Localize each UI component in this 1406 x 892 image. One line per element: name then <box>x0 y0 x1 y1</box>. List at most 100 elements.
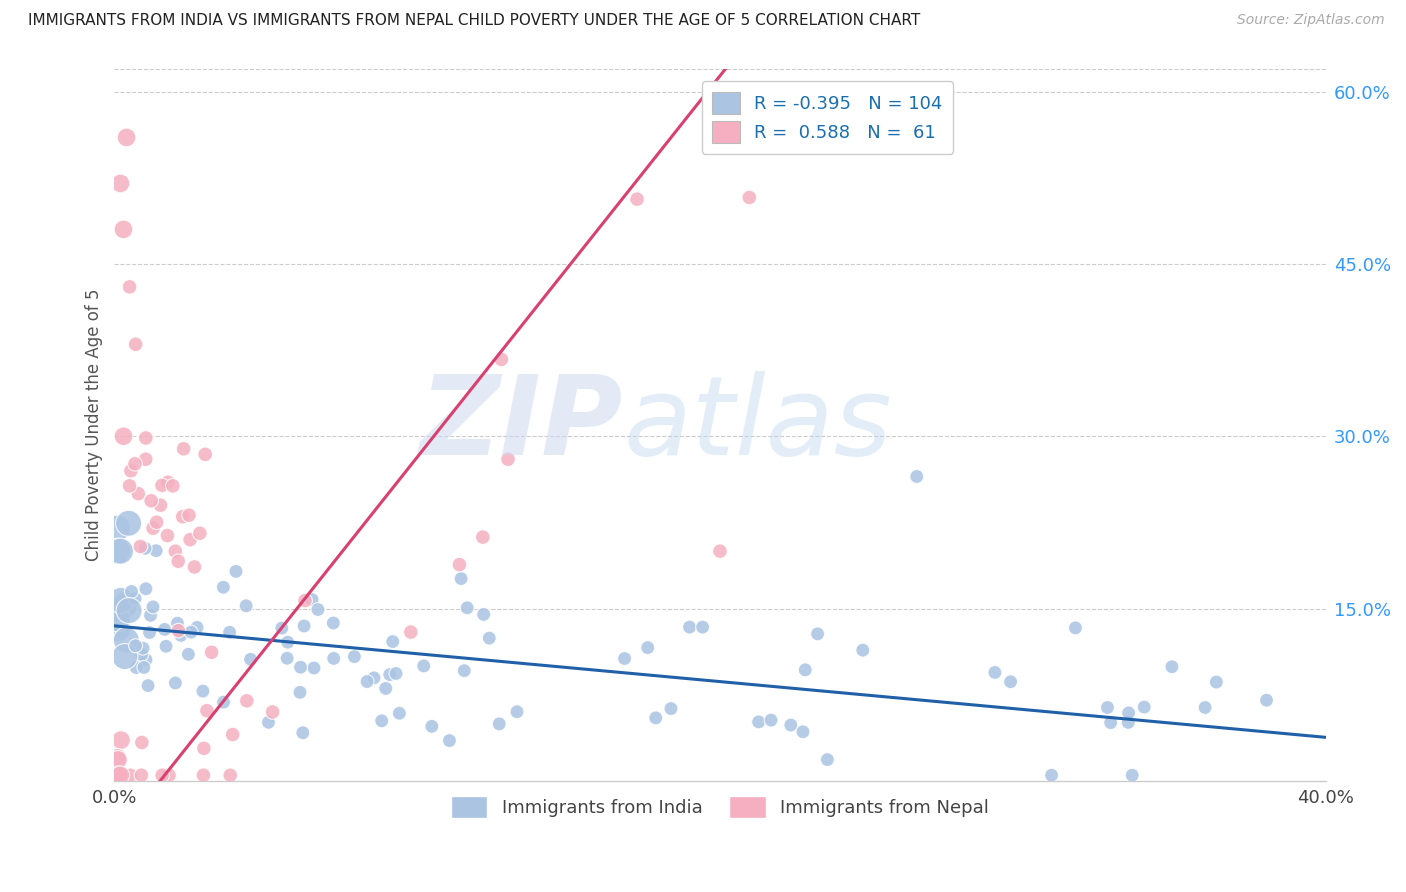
Point <box>225 565 247 579</box>
Point <box>145 515 167 529</box>
Point <box>115 130 138 145</box>
Point <box>108 768 131 782</box>
Point <box>644 711 666 725</box>
Point <box>177 648 200 662</box>
Point <box>449 558 471 572</box>
Point <box>496 452 519 467</box>
Point <box>107 521 129 535</box>
Text: Source: ZipAtlas.com: Source: ZipAtlas.com <box>1237 13 1385 28</box>
Point <box>288 685 311 699</box>
Point <box>139 608 162 623</box>
Point <box>807 627 830 641</box>
Point <box>193 768 215 782</box>
Point <box>107 612 129 626</box>
Point <box>141 493 163 508</box>
Point <box>125 660 148 674</box>
Point <box>1099 715 1122 730</box>
Point <box>112 222 135 236</box>
Point <box>186 620 208 634</box>
Point <box>779 718 801 732</box>
Point <box>478 631 501 645</box>
Point <box>173 442 195 456</box>
Point <box>439 733 461 747</box>
Point <box>1161 659 1184 673</box>
Point <box>107 622 129 636</box>
Point <box>420 719 443 733</box>
Point <box>124 591 146 606</box>
Point <box>132 641 155 656</box>
Point <box>1097 700 1119 714</box>
Point <box>131 735 153 749</box>
Point <box>118 602 141 616</box>
Point <box>218 625 240 640</box>
Point <box>135 653 157 667</box>
Point <box>1256 693 1278 707</box>
Point <box>156 528 179 542</box>
Point <box>145 543 167 558</box>
Point <box>194 447 217 461</box>
Point <box>731 85 754 99</box>
Point <box>1000 674 1022 689</box>
Point <box>984 665 1007 680</box>
Point <box>292 619 315 633</box>
Point <box>138 625 160 640</box>
Point <box>235 599 257 613</box>
Point <box>1040 768 1063 782</box>
Point <box>453 664 475 678</box>
Point <box>491 352 513 367</box>
Point <box>172 509 194 524</box>
Point <box>343 649 366 664</box>
Point <box>188 526 211 541</box>
Point <box>221 728 243 742</box>
Point <box>134 541 156 556</box>
Point <box>120 464 142 478</box>
Point <box>307 602 329 616</box>
Point <box>107 753 129 767</box>
Point <box>291 725 314 739</box>
Point <box>118 479 141 493</box>
Point <box>371 714 394 728</box>
Point <box>114 598 136 612</box>
Point <box>121 584 143 599</box>
Point <box>412 659 434 673</box>
Point <box>381 634 404 648</box>
Point <box>131 768 153 782</box>
Point <box>156 475 179 490</box>
Point <box>1205 675 1227 690</box>
Point <box>471 530 494 544</box>
Point <box>149 498 172 512</box>
Point <box>107 544 129 558</box>
Point <box>1064 621 1087 635</box>
Point <box>302 661 325 675</box>
Point <box>748 714 770 729</box>
Point <box>738 190 761 204</box>
Point <box>759 713 782 727</box>
Point <box>135 452 157 467</box>
Point <box>150 478 173 492</box>
Point <box>1116 715 1139 730</box>
Point <box>678 620 700 634</box>
Point <box>626 192 648 206</box>
Point <box>1194 700 1216 714</box>
Point <box>112 429 135 443</box>
Legend: Immigrants from India, Immigrants from Nepal: Immigrants from India, Immigrants from N… <box>444 789 995 825</box>
Point <box>142 599 165 614</box>
Point <box>110 733 132 747</box>
Point <box>277 635 299 649</box>
Point <box>276 651 298 665</box>
Text: IMMIGRANTS FROM INDIA VS IMMIGRANTS FROM NEPAL CHILD POVERTY UNDER THE AGE OF 5 : IMMIGRANTS FROM INDIA VS IMMIGRANTS FROM… <box>28 13 921 29</box>
Point <box>180 625 202 640</box>
Point <box>110 768 132 782</box>
Point <box>450 572 472 586</box>
Point <box>135 431 157 445</box>
Point <box>162 479 184 493</box>
Point <box>200 645 222 659</box>
Point <box>1121 768 1143 782</box>
Point <box>363 671 385 685</box>
Point <box>191 684 214 698</box>
Point <box>142 521 165 535</box>
Point <box>110 593 132 607</box>
Point <box>115 633 138 648</box>
Point <box>179 533 201 547</box>
Text: ZIP: ZIP <box>419 371 623 478</box>
